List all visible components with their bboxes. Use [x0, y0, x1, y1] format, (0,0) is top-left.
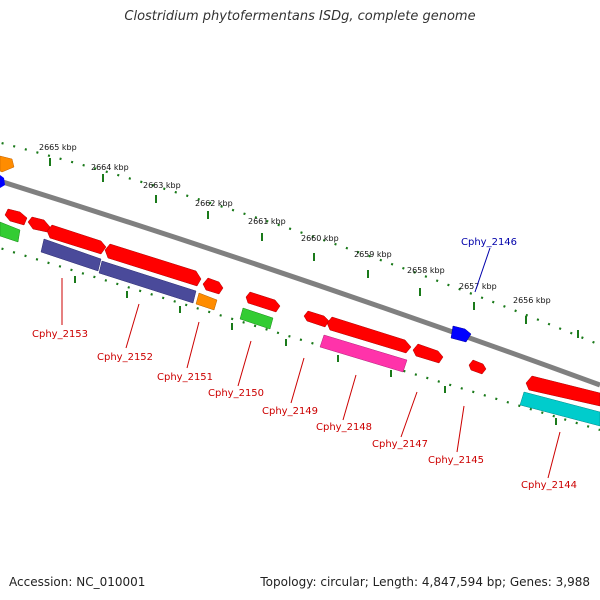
orange-feature[interactable] [195, 292, 218, 311]
genome-backbone [0, 178, 600, 388]
map-title: Clostridium phytofermentans ISDg, comple… [124, 9, 476, 24]
kbp-label: 2656 kbp [513, 296, 551, 305]
purple-feature[interactable] [40, 238, 102, 272]
outer-tick-track [0, 141, 600, 347]
gene-label[interactable]: Cphy_2146 [461, 237, 517, 248]
kbp-label: 2662 kbp [195, 199, 233, 208]
cds-bar[interactable] [525, 375, 600, 407]
topology-text: Topology: circular; Length: 4,847,594 bp… [260, 575, 590, 589]
kbp-label: 2664 kbp [91, 163, 129, 172]
cds-arrow[interactable] [27, 216, 51, 233]
gene-label[interactable]: Cphy_2153 [32, 329, 88, 340]
kbp-label: 2658 kbp [407, 266, 445, 275]
inner-tick-track [0, 246, 600, 432]
gene-label[interactable]: Cphy_2148 [316, 422, 372, 433]
gene-label[interactable]: Cphy_2147 [372, 439, 428, 450]
cyan-feature[interactable] [519, 391, 600, 427]
kbp-label: 2660 kbp [301, 234, 339, 243]
green-feature-edge[interactable] [0, 221, 21, 243]
gene-label[interactable]: Cphy_2150 [208, 388, 264, 399]
cds-arrow[interactable] [468, 359, 487, 375]
kbp-label: 2661 kbp [248, 217, 286, 226]
green-feature[interactable] [239, 307, 274, 330]
features [0, 155, 600, 427]
cds-arrow[interactable] [202, 277, 224, 295]
gene-label[interactable]: Cphy_2152 [97, 352, 153, 363]
purple-feature[interactable] [98, 260, 197, 304]
magenta-feature[interactable] [319, 334, 408, 373]
cds-bar[interactable] [46, 224, 107, 255]
kbp-label: 2657 kbp [459, 282, 497, 291]
gene-label[interactable]: Cphy_2149 [262, 406, 318, 417]
kbp-label: 2659 kbp [354, 250, 392, 259]
kbp-labels: 2665 kbp 2664 kbp 2663 kbp 2662 kbp 2661… [39, 143, 551, 305]
gene-label[interactable]: Cphy_2145 [428, 455, 484, 466]
cds-arrow[interactable] [412, 343, 444, 364]
kbp-label: 2665 kbp [39, 143, 77, 152]
gene-labels: Cphy_2153 Cphy_2152 Cphy_2151 Cphy_2150 … [32, 237, 577, 491]
cds-bar[interactable] [104, 243, 202, 287]
accession-text: Accession: NC_010001 [9, 575, 146, 589]
cds-bar[interactable] [326, 316, 412, 354]
orange-feature-edge[interactable] [0, 155, 15, 173]
cds-bar[interactable] [245, 291, 281, 313]
cds-arrow[interactable] [303, 310, 330, 328]
gene-label[interactable]: Cphy_2151 [157, 372, 213, 383]
blue-feature-edge[interactable] [0, 175, 5, 188]
gene-label-lines [61, 247, 561, 479]
gene-label[interactable]: Cphy_2144 [521, 480, 577, 491]
cds-arrow[interactable] [4, 208, 28, 226]
blue-feature[interactable] [450, 325, 472, 343]
kbp-label: 2663 kbp [143, 181, 181, 190]
